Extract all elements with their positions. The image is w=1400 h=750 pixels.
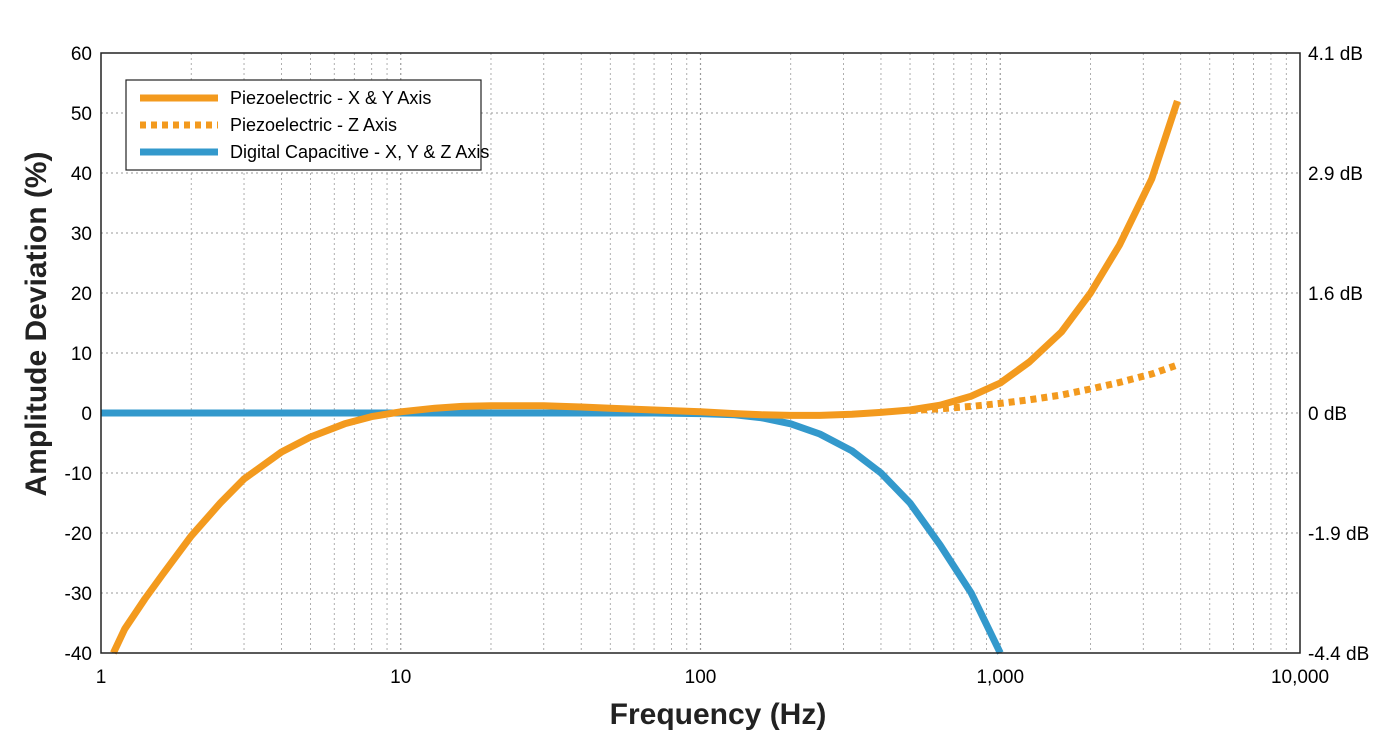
y2-tick-label: 2.9 dB (1308, 164, 1363, 185)
x-tick-label: 1,000 (976, 667, 1024, 688)
x-axis-title: Frequency (Hz) (610, 698, 827, 731)
x-tick-label: 10 (390, 667, 411, 688)
y2-tick-label: 1.6 dB (1308, 284, 1363, 305)
y-tick-label: 60 (71, 44, 92, 65)
y2-tick-label: 0 dB (1308, 404, 1347, 425)
y-tick-label: -10 (65, 464, 92, 485)
legend-label: Digital Capacitive - X, Y & Z Axis (230, 142, 489, 162)
y2-tick-label: -1.9 dB (1308, 524, 1369, 545)
series-line-1 (909, 361, 1179, 415)
y2-tick-label: 4.1 dB (1308, 44, 1363, 65)
plot-frame (100, 52, 1301, 654)
y-tick-label: -30 (65, 584, 92, 605)
y-tick-label: 20 (71, 284, 92, 305)
y-tick-label: 30 (71, 224, 92, 245)
tick-labels: 1 10 100 1,000 10,000 -40 -30 -20 -10 0 10 20 30 40 50… (65, 44, 1370, 688)
y-axis-title: Amplitude Deviation (%) (20, 151, 53, 496)
y2-tick-label: -4.4 dB (1308, 644, 1369, 665)
y-tick-label: 50 (71, 104, 92, 125)
series-line-0 (110, 99, 1181, 655)
legend-label: Piezoelectric - X & Y Axis (230, 88, 431, 108)
series-line-2 (101, 409, 1004, 655)
legend: Piezoelectric - X & Y Axis Piezoelectric … (125, 79, 489, 171)
y-tick-label: -20 (65, 524, 92, 545)
y-tick-label: 10 (71, 344, 92, 365)
y-tick-label: -40 (65, 644, 92, 665)
y-tick-label: 0 (81, 404, 92, 425)
x-tick-label: 100 (685, 667, 717, 688)
y-tick-label: 40 (71, 164, 92, 185)
series-layer (101, 99, 1181, 655)
x-tick-label: 1 (96, 667, 107, 688)
x-tick-label: 10,000 (1271, 667, 1329, 688)
legend-label: Piezoelectric - Z Axis (230, 115, 397, 135)
